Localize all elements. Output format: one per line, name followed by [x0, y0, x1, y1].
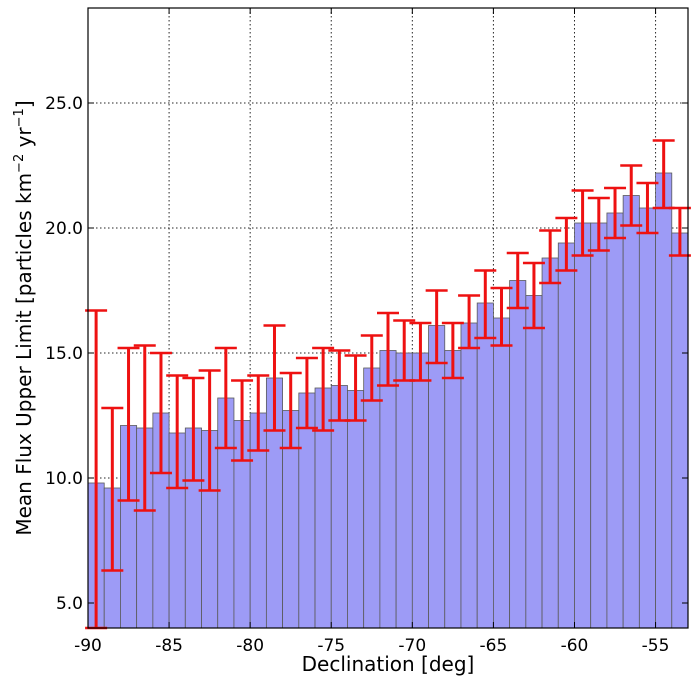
x-tick-label: -75 — [317, 636, 345, 656]
histogram-bar — [606, 212, 624, 629]
histogram-bar — [638, 207, 656, 629]
histogram-bars — [87, 172, 689, 629]
y-tick-label: 25.0 — [45, 94, 83, 114]
x-tick-label: -85 — [155, 636, 183, 656]
histogram-bar — [460, 322, 478, 629]
axis-ticks: -90 -85 -80 -75 -70 -65 -60 -55 5.0 10.0 15.0 20.0 2… — [45, 8, 688, 656]
error-bars — [85, 139, 691, 630]
histogram-bar — [655, 172, 673, 629]
histogram-bar — [557, 242, 575, 629]
histogram-bar — [509, 280, 527, 629]
y-axis-label-exponent-2: −1 — [12, 108, 27, 127]
x-tick-label: -90 — [74, 636, 102, 656]
x-axis-label: Declination [deg] — [302, 652, 475, 676]
y-tick-label: 15.0 — [45, 344, 83, 364]
histogram-bar — [622, 195, 640, 629]
y-axis-label-prefix: Mean Flux Upper Limit [particles km — [12, 173, 36, 536]
histogram-bar — [671, 232, 689, 629]
plot-frame — [87, 7, 689, 629]
y-tick-label: 10.0 — [45, 469, 83, 489]
histogram-bar — [330, 385, 348, 629]
histogram-bar — [493, 317, 511, 629]
histogram-bar — [476, 302, 494, 629]
histogram-bar — [379, 350, 397, 629]
x-tick-label: -70 — [398, 636, 426, 656]
x-tick-label: -80 — [236, 636, 264, 656]
x-tick-label: -65 — [480, 636, 508, 656]
x-tick-label: -60 — [561, 636, 589, 656]
histogram-bar — [590, 222, 608, 629]
y-tick-label: 20.0 — [45, 219, 83, 239]
y-axis-label-suffix: ] — [12, 100, 36, 108]
y-axis-label-exponent-1: −2 — [12, 154, 27, 173]
histogram-bar — [411, 352, 429, 629]
y-axis-label-mid: yr — [12, 127, 36, 154]
y-axis-label: Mean Flux Upper Limit [particles km−2 yr… — [12, 100, 36, 535]
histogram-bar — [395, 352, 413, 629]
histogram-bar — [444, 350, 462, 629]
histogram-bar — [574, 222, 592, 629]
histogram-bar — [525, 295, 543, 629]
histogram-bar — [428, 325, 446, 629]
histogram-bar — [541, 257, 559, 629]
histogram-bar — [347, 390, 365, 629]
x-tick-label: -55 — [642, 636, 670, 656]
histogram-bar — [363, 367, 381, 629]
y-tick-label: 5.0 — [56, 594, 83, 614]
